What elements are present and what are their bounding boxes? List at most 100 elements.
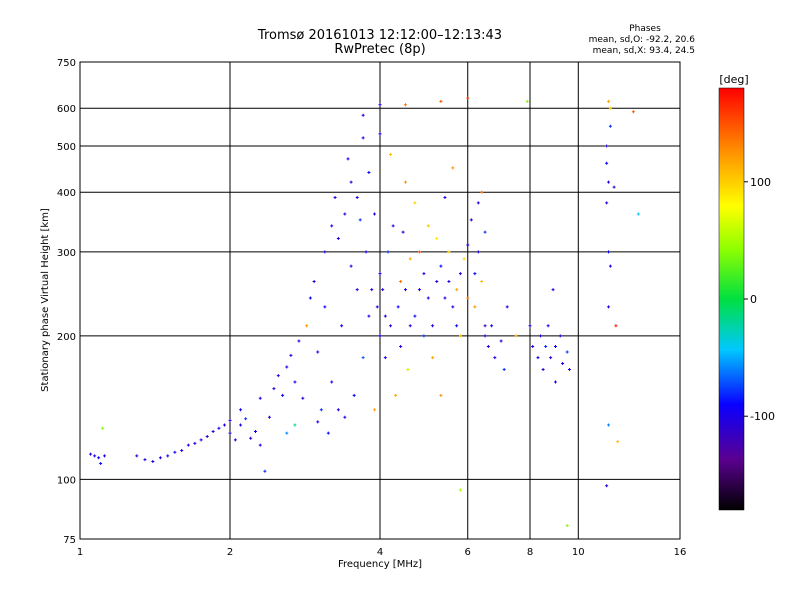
data-point — [258, 443, 262, 447]
data-point — [103, 454, 107, 458]
data-point — [383, 314, 387, 318]
data-point — [258, 396, 262, 400]
x-axis-label: Frequency [MHz] — [338, 559, 422, 570]
data-point — [333, 195, 337, 199]
data-point — [361, 113, 365, 117]
data-point — [439, 99, 443, 103]
x-tick-label: 8 — [527, 547, 533, 558]
colorbar-tick-label: -100 — [750, 410, 775, 423]
data-point — [451, 166, 455, 170]
data-point — [435, 279, 439, 283]
data-point — [267, 415, 271, 419]
data-point — [631, 110, 635, 114]
data-point — [605, 484, 609, 488]
data-point — [607, 423, 611, 427]
data-point — [431, 324, 435, 328]
data-point — [565, 350, 569, 354]
data-point — [389, 152, 393, 156]
data-point — [605, 144, 609, 148]
y-tick-label: 75 — [63, 535, 76, 546]
data-point — [426, 224, 430, 228]
chart-subtitle: RwPretec (8p) — [334, 42, 425, 57]
data-point — [525, 99, 529, 103]
data-point — [312, 279, 316, 283]
data-point — [205, 435, 209, 439]
data-point — [93, 454, 97, 458]
data-point — [223, 423, 227, 427]
data-point — [558, 334, 562, 338]
data-point — [253, 430, 257, 434]
data-point — [346, 157, 350, 161]
data-point — [431, 356, 435, 360]
y-tick-label: 600 — [57, 104, 76, 115]
data-point — [361, 356, 365, 360]
data-point — [233, 438, 237, 442]
data-point — [539, 334, 543, 338]
data-point — [361, 136, 365, 140]
data-point — [316, 350, 320, 354]
data-point — [531, 344, 535, 348]
plot-frame — [79, 61, 681, 540]
data-point — [483, 230, 487, 234]
data-point — [180, 448, 184, 452]
data-point — [435, 236, 439, 240]
data-point — [458, 334, 462, 338]
y-tick-label: 750 — [57, 58, 76, 69]
data-point — [499, 339, 503, 343]
data-point — [373, 408, 377, 412]
data-point — [607, 305, 611, 309]
y-axis-ticks: 75 100 200 300 400 500 600 750 — [57, 58, 76, 546]
data-point — [358, 218, 362, 222]
data-point — [483, 334, 487, 338]
colorbar — [718, 87, 745, 511]
data-point — [544, 344, 548, 348]
data-point — [462, 257, 466, 261]
data-point — [352, 393, 356, 397]
data-point — [473, 272, 477, 276]
data-point — [301, 396, 305, 400]
data-point — [272, 387, 276, 391]
data-point — [373, 212, 377, 216]
data-point — [413, 201, 417, 205]
data-point — [443, 296, 447, 300]
data-point — [422, 272, 426, 276]
data-point — [447, 279, 451, 283]
data-point — [466, 296, 470, 300]
data-point — [607, 99, 611, 103]
data-point — [399, 344, 403, 348]
data-point — [378, 132, 382, 136]
data-point — [480, 279, 484, 283]
data-point — [386, 250, 390, 254]
data-point — [567, 367, 571, 371]
data-point — [199, 438, 203, 442]
data-point — [336, 408, 340, 412]
data-point — [330, 380, 334, 384]
data-point — [285, 365, 289, 369]
data-point — [486, 344, 490, 348]
data-point — [607, 250, 611, 254]
data-point — [565, 524, 569, 528]
data-point — [281, 393, 285, 397]
data-point — [608, 124, 612, 128]
data-point — [378, 103, 382, 107]
data-point — [541, 367, 545, 371]
data-point — [616, 440, 620, 444]
data-point — [285, 431, 289, 435]
data-point — [605, 161, 609, 165]
data-point — [466, 243, 470, 247]
data-point — [293, 423, 297, 427]
y-axis-label: Stationary phase Virtual Height [km] — [40, 208, 51, 392]
data-point — [378, 272, 382, 276]
data-point — [97, 456, 101, 460]
data-point — [514, 334, 518, 338]
data-point — [439, 264, 443, 268]
data-point — [403, 180, 407, 184]
data-point — [375, 305, 379, 309]
data-point — [305, 324, 309, 328]
data-point — [422, 334, 426, 338]
colorbar-tick-label: 100 — [750, 176, 771, 189]
data-point — [553, 344, 557, 348]
data-point — [367, 314, 371, 318]
data-point — [391, 224, 395, 228]
